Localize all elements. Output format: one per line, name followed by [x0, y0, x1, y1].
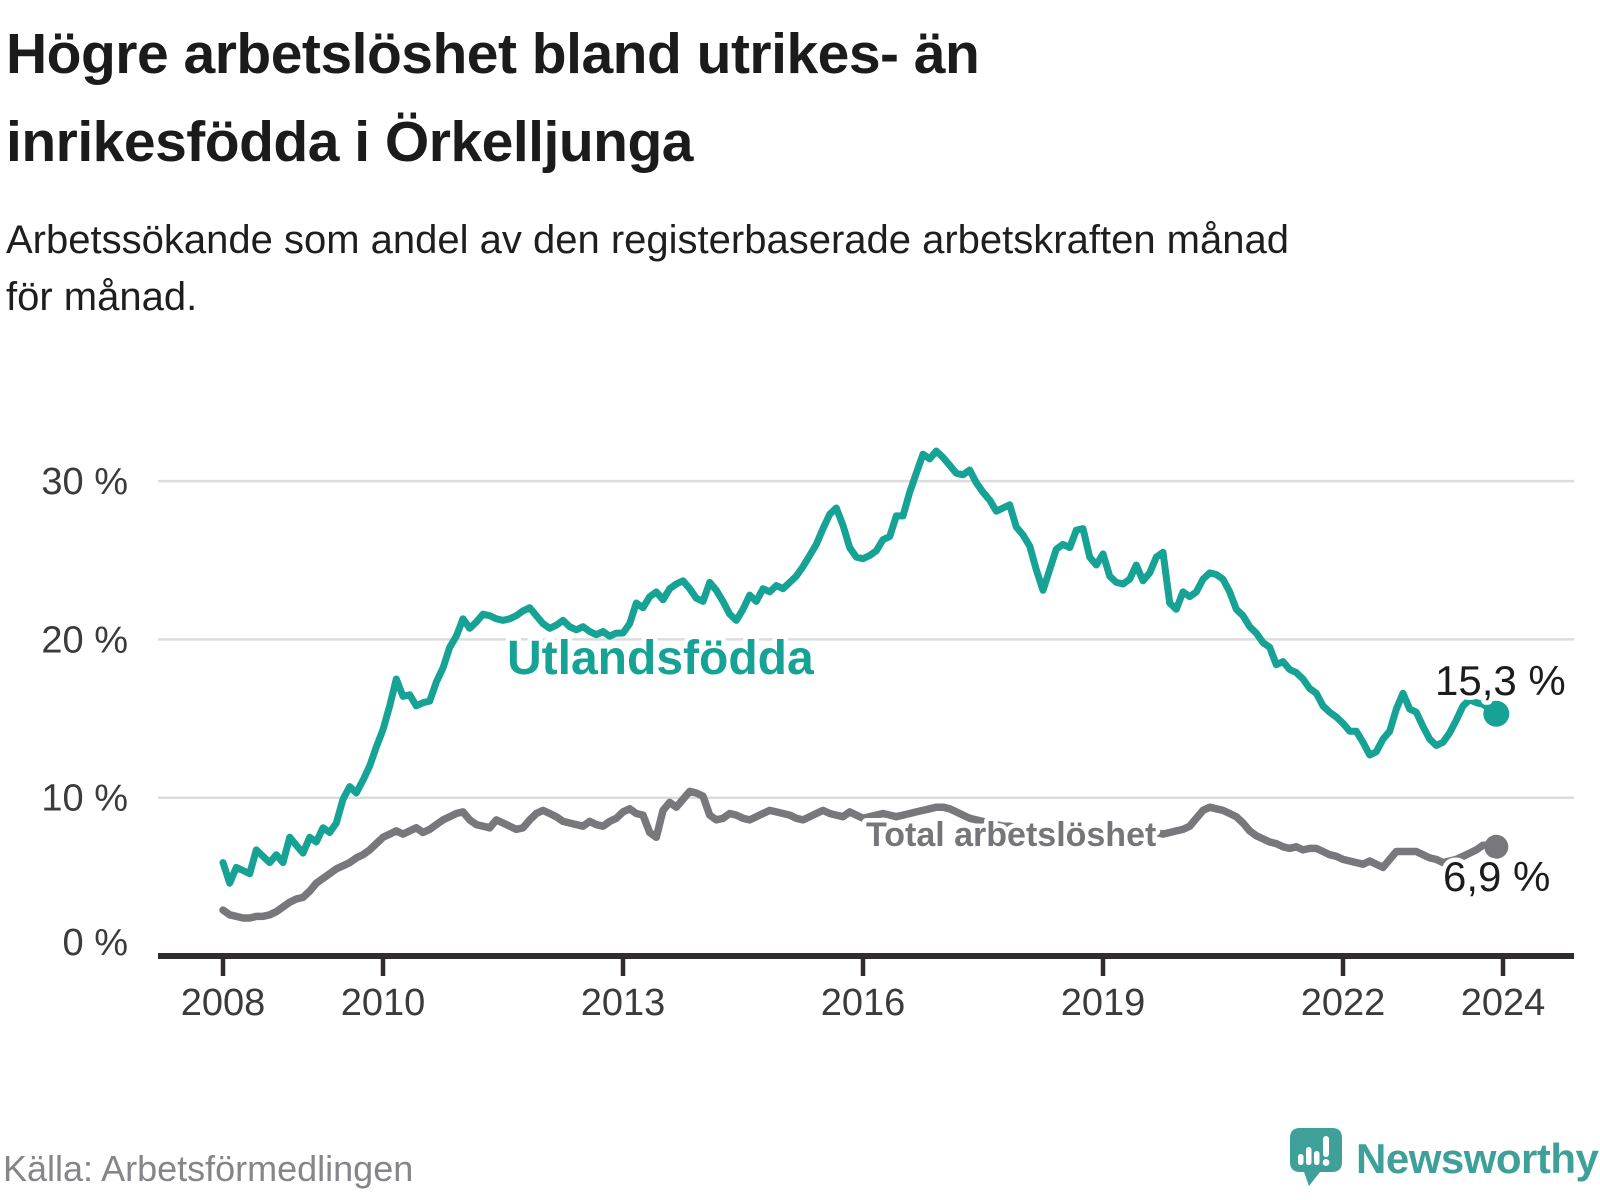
y-tick-label-20: 20 %	[41, 619, 128, 661]
x-tick-label-2013: 2013	[581, 982, 666, 1024]
end-value-label-total: 6,9 %	[1443, 853, 1550, 900]
title-line-2: inrikesfödda i Örkelljunga	[6, 110, 694, 174]
x-tick-label-2010: 2010	[341, 982, 426, 1024]
series-utlandsfodda-end-dot	[1483, 700, 1510, 727]
page-title: Högre arbetslöshet bland utrikes- än inr…	[6, 10, 1506, 186]
x-tick-label-2008: 2008	[181, 982, 266, 1024]
y-tick-label-0: 0 %	[63, 922, 128, 964]
x-tick-label-2016: 2016	[821, 982, 906, 1024]
source-note: Källa: Arbetsförmedlingen	[3, 1148, 414, 1189]
series-utlandsfodda-line	[219, 447, 1500, 887]
newsworthy-brand: Newsworthy	[1290, 1128, 1599, 1190]
subtitle-line-2: för månad.	[6, 275, 198, 319]
x-tick-label-2019: 2019	[1061, 982, 1146, 1024]
x-axis-labels: 2008 2010 2013 2016 2019 2022 2024	[181, 956, 1546, 1024]
series-total-line	[219, 787, 1501, 922]
newsworthy-logo-icon	[1290, 1128, 1342, 1190]
chart-subtitle: Arbetssökande som andel av den registerb…	[6, 212, 1566, 326]
x-tick-label-2022: 2022	[1301, 982, 1386, 1024]
series-label-total: Total arbetslöshet	[866, 816, 1156, 854]
y-tick-label-10: 10 %	[41, 778, 128, 820]
series-total-end-dot	[1484, 834, 1509, 859]
y-axis-labels: 0 % 10 % 20 % 30 %	[41, 461, 128, 964]
series-label-utlandsfodda: Utlandsfödda	[507, 632, 814, 685]
subtitle-line-1: Arbetssökande som andel av den registerb…	[6, 218, 1289, 262]
title-line-1: Högre arbetslöshet bland utrikes- än	[6, 22, 980, 86]
x-tick-label-2024: 2024	[1461, 982, 1546, 1024]
gridlines	[158, 479, 1574, 799]
newsworthy-wordmark: Newsworthy	[1356, 1135, 1599, 1182]
y-tick-label-30: 30 %	[41, 461, 128, 503]
end-value-label-utlandsfodda: 15,3 %	[1435, 657, 1566, 704]
